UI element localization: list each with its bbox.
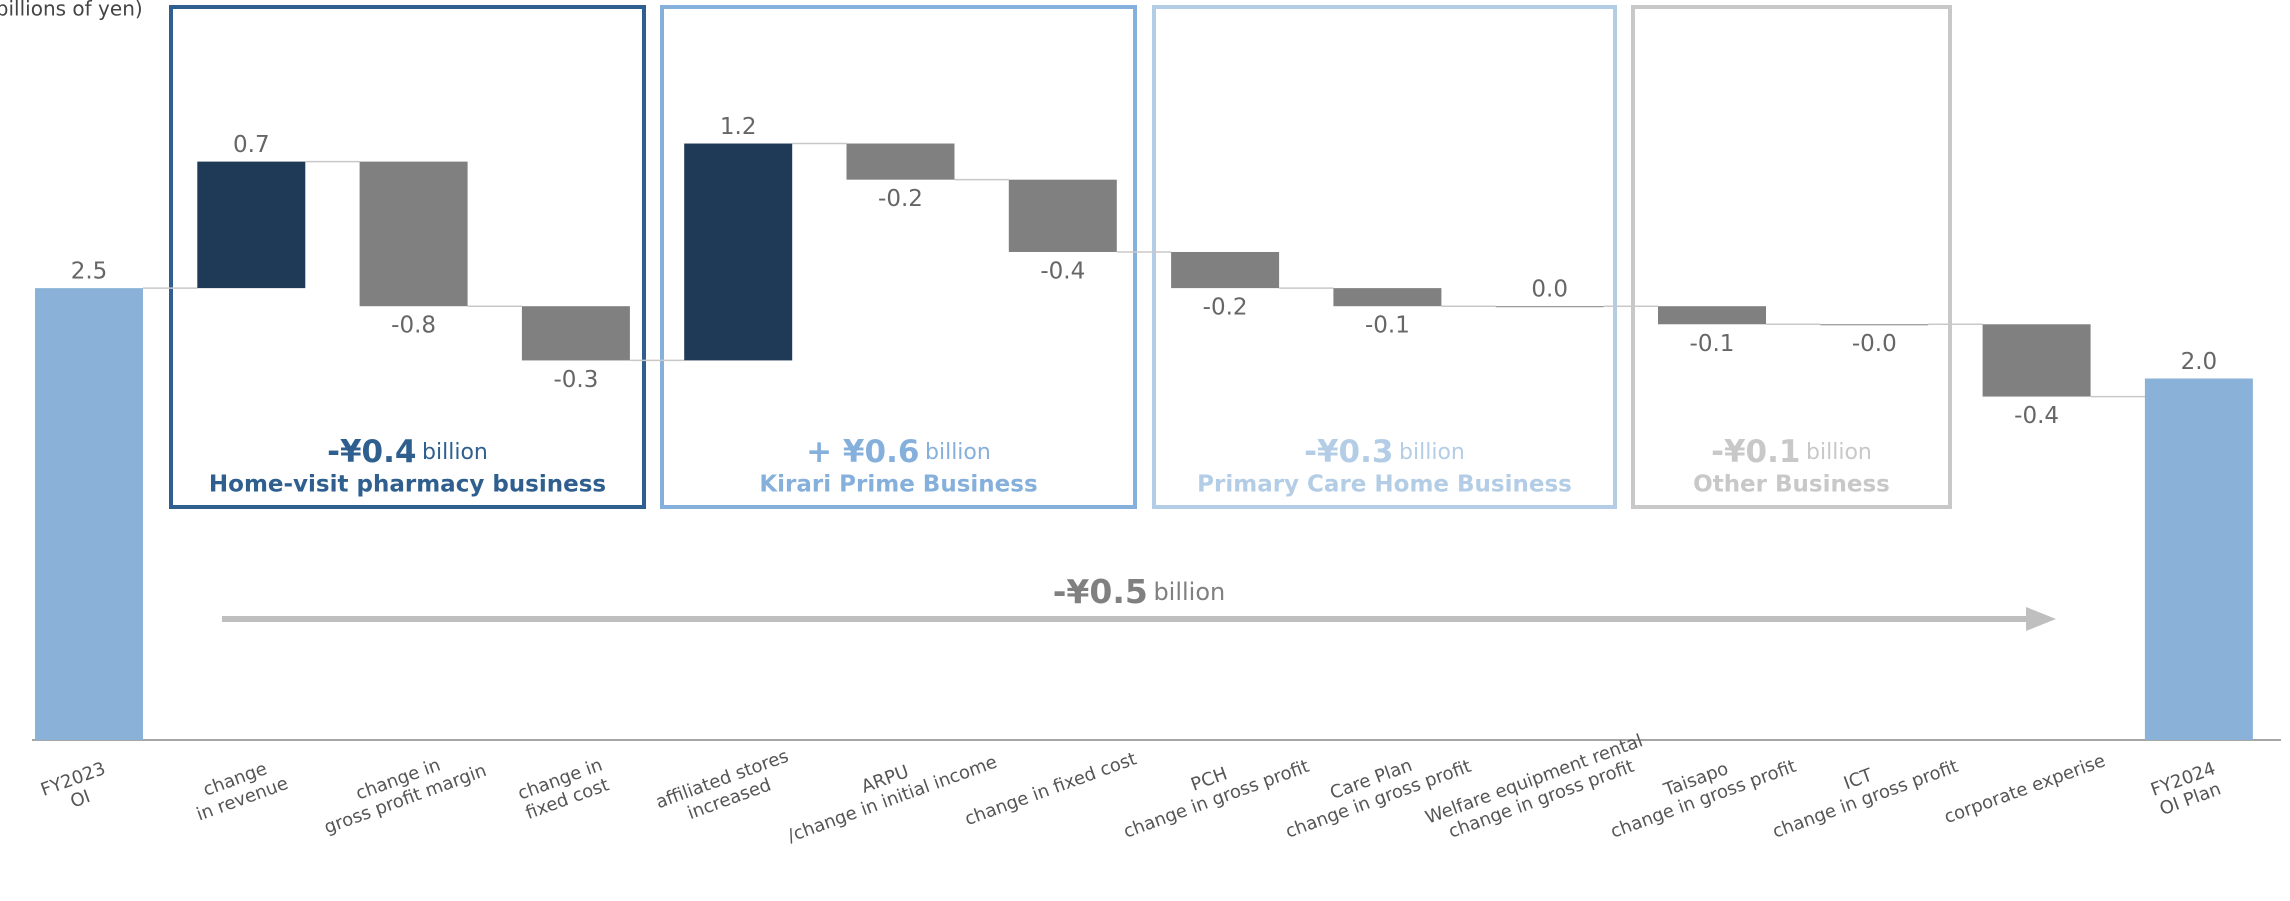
bar <box>1171 251 1280 289</box>
group-amount: + ¥0.6 <box>806 434 919 470</box>
group-name: Primary Care Home Business <box>1197 472 1572 498</box>
group-total: -¥0.1 billion <box>1711 434 1872 470</box>
total-change-unit: billion <box>1153 578 1225 606</box>
group-unit: billion <box>422 440 488 465</box>
value-label: -0.8 <box>391 313 436 339</box>
group-unit: billion <box>1399 440 1465 465</box>
group-box <box>1152 5 1617 509</box>
value-label: 2.5 <box>71 259 108 285</box>
bar <box>197 161 306 289</box>
group-unit: billion <box>925 440 991 465</box>
value-label: 2.0 <box>2181 349 2218 375</box>
value-label: -0.2 <box>878 186 923 212</box>
group-amount: -¥0.3 <box>1304 434 1393 470</box>
value-label: 1.2 <box>720 114 757 140</box>
group-total: -¥0.4 billion <box>327 434 488 470</box>
total-change: -¥0.5 billion <box>1053 572 1226 611</box>
y-axis-label: (billions of yen) <box>0 0 143 21</box>
value-label: -0.0 <box>1852 331 1897 357</box>
value-label: 0.7 <box>233 132 270 158</box>
group-amount: -¥0.1 <box>1711 434 1800 470</box>
bar <box>684 143 793 361</box>
group-box <box>660 5 1137 509</box>
arrow-head <box>2026 607 2056 631</box>
value-label: 0.0 <box>1531 277 1568 303</box>
bar <box>1820 324 1929 326</box>
total-change-amount: -¥0.5 <box>1053 572 1148 611</box>
bar <box>2144 378 2253 740</box>
group-name: Home-visit pharmacy business <box>209 472 606 498</box>
bar <box>846 143 955 180</box>
bar <box>1658 306 1766 325</box>
group-box <box>1631 5 1952 509</box>
bar <box>521 306 630 361</box>
group-name: Kirari Prime Business <box>759 472 1037 498</box>
bar <box>359 161 468 307</box>
group-amount: -¥0.4 <box>327 434 416 470</box>
group-name: Other Business <box>1693 472 1890 498</box>
value-label: -0.1 <box>1365 313 1410 339</box>
group-total: + ¥0.6 billion <box>806 434 991 470</box>
group-unit: billion <box>1806 440 1872 465</box>
group-box <box>169 5 646 509</box>
value-label: -0.2 <box>1203 295 1248 321</box>
value-label: -0.1 <box>1690 331 1735 357</box>
bar <box>1982 324 2091 397</box>
value-label: -0.3 <box>553 367 598 393</box>
value-label: -0.4 <box>1040 258 1085 284</box>
bar <box>35 288 143 740</box>
bar <box>1495 306 1604 308</box>
bar <box>1008 179 1117 252</box>
value-label: -0.4 <box>2014 403 2059 429</box>
group-total: -¥0.3 billion <box>1304 434 1465 470</box>
bar <box>1333 288 1442 307</box>
